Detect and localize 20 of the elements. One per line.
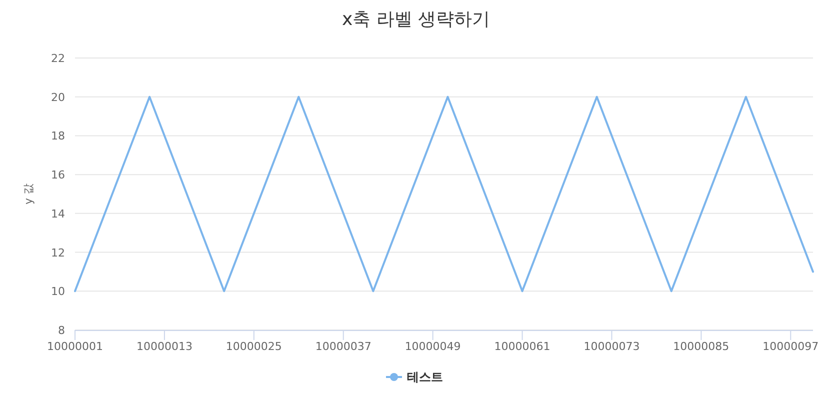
y-tick-label: 20 <box>51 90 65 104</box>
x-tick-label: 10000001 <box>47 340 103 353</box>
x-tick-label: 10000073 <box>584 340 640 353</box>
chart-title: x축 라벨 생략하기 <box>342 9 490 30</box>
y-axis-title: y 값 <box>22 183 35 205</box>
y-tick-label: 18 <box>51 130 65 143</box>
y-tick-label: 16 <box>51 168 65 182</box>
y-tick-label: 22 <box>51 52 65 65</box>
x-tick-label: 10000097 <box>762 340 819 353</box>
x-tick-label: 10000037 <box>315 340 372 353</box>
y-tick-label: 12 <box>51 246 65 260</box>
legend-label: 테스트 <box>407 370 443 384</box>
x-tick-label: 10000025 <box>226 340 282 353</box>
y-tick-label: 14 <box>51 207 65 220</box>
y-tick-label: 8 <box>58 324 65 337</box>
x-tick-label: 10000085 <box>673 340 730 353</box>
y-tick-label: 10 <box>51 285 65 298</box>
x-tick-label: 10000049 <box>404 340 461 353</box>
x-tick-label: 10000013 <box>136 340 192 353</box>
x-tick-label: 10000061 <box>494 340 550 353</box>
